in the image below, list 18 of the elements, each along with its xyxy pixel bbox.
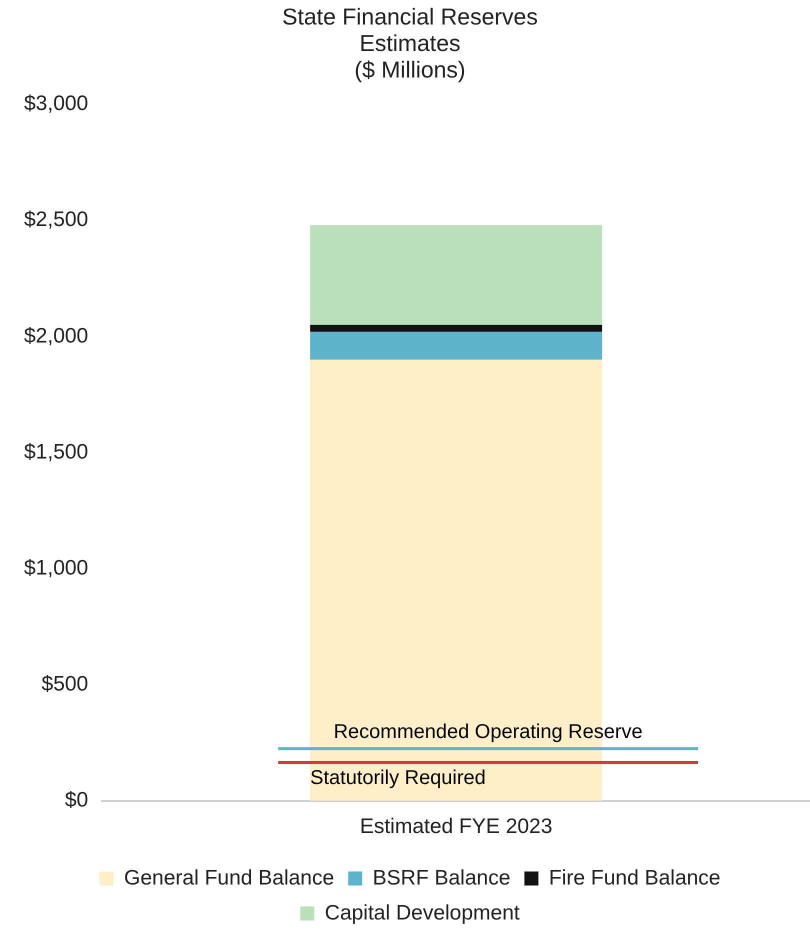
legend-label: Capital Development bbox=[324, 901, 520, 924]
legend-label: General Fund Balance bbox=[124, 866, 334, 890]
bar bbox=[310, 225, 602, 325]
ref-line-label: Statutorily Required bbox=[310, 767, 486, 790]
bar bbox=[310, 332, 602, 360]
bar bbox=[310, 324, 602, 332]
ref-line-label: Recommended Operating Reserve bbox=[334, 721, 643, 744]
y-tick-label: $500 bbox=[42, 672, 88, 696]
y-tick-label: $2,000 bbox=[24, 324, 88, 348]
legend-label: BSRF Balance bbox=[372, 866, 510, 890]
y-tick-label: $1,000 bbox=[24, 556, 88, 580]
y-tick-label: $0 bbox=[64, 788, 88, 812]
y-tick-label: $2,500 bbox=[24, 208, 88, 232]
x-tick-label: Estimated FYE 2023 bbox=[360, 815, 552, 838]
y-tick-label: $3,000 bbox=[24, 92, 88, 116]
legend-label: Fire Fund Balance bbox=[548, 866, 720, 890]
chart-title: State Financial Reserves Estimates ($ Millions) bbox=[282, 4, 538, 82]
y-tick-label: $1,500 bbox=[24, 440, 88, 464]
